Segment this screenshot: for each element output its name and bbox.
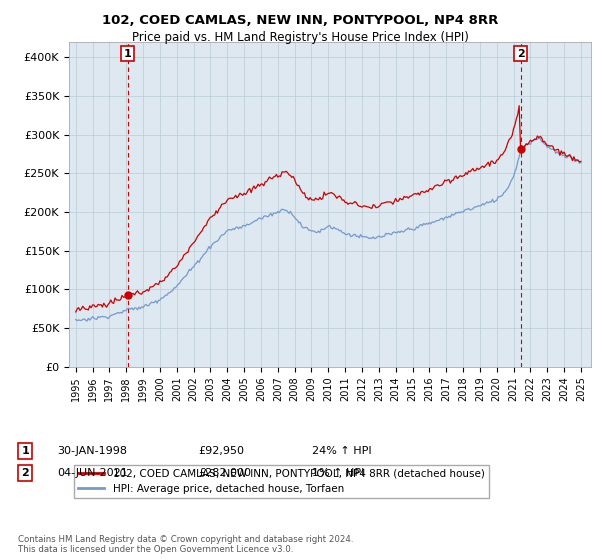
Text: 1% ↑ HPI: 1% ↑ HPI (312, 468, 364, 478)
Text: £282,000: £282,000 (198, 468, 251, 478)
Text: Contains HM Land Registry data © Crown copyright and database right 2024.
This d: Contains HM Land Registry data © Crown c… (18, 535, 353, 554)
Text: 2: 2 (517, 49, 524, 59)
Text: 1: 1 (124, 49, 131, 59)
Text: 102, COED CAMLAS, NEW INN, PONTYPOOL, NP4 8RR: 102, COED CAMLAS, NEW INN, PONTYPOOL, NP… (102, 14, 498, 27)
Text: 30-JAN-1998: 30-JAN-1998 (57, 446, 127, 456)
Legend: 102, COED CAMLAS, NEW INN, PONTYPOOL, NP4 8RR (detached house), HPI: Average pri: 102, COED CAMLAS, NEW INN, PONTYPOOL, NP… (74, 465, 489, 498)
Text: Price paid vs. HM Land Registry's House Price Index (HPI): Price paid vs. HM Land Registry's House … (131, 31, 469, 44)
Text: 2: 2 (22, 468, 29, 478)
Text: £92,950: £92,950 (198, 446, 244, 456)
Text: 1: 1 (22, 446, 29, 456)
Text: 24% ↑ HPI: 24% ↑ HPI (312, 446, 371, 456)
Text: 04-JUN-2021: 04-JUN-2021 (57, 468, 128, 478)
